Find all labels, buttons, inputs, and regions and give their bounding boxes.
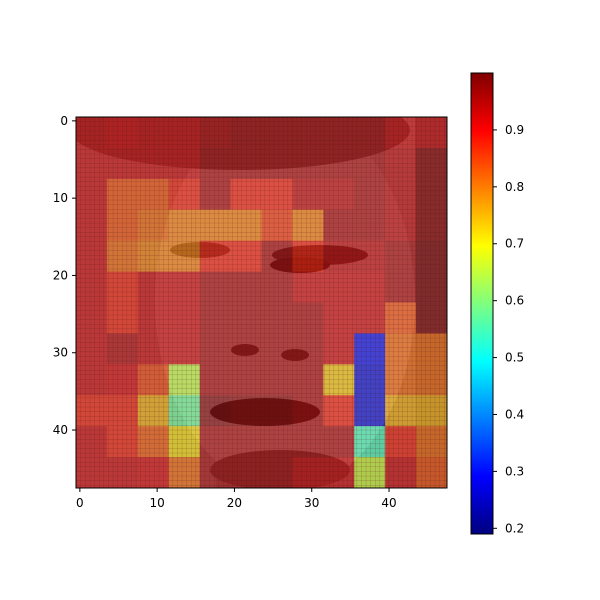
x-axis-ticks: 0 10 20 30 40 [76, 488, 397, 510]
x-tick-label: 10 [150, 496, 165, 510]
colorbar-tick-label: 0.3 [505, 464, 524, 478]
plot-frame [75, 116, 448, 489]
x-tick-label: 0 [76, 496, 84, 510]
colorbar-tick-label: 0.5 [505, 351, 524, 365]
colorbar-tick-label: 0.8 [505, 180, 524, 194]
y-axis-ticks: 0 10 20 30 40 [53, 114, 76, 437]
x-tick-label: 20 [227, 496, 242, 510]
colorbar [470, 72, 494, 535]
colorbar-tick-label: 0.4 [505, 407, 524, 421]
colorbar-tick-label: 0.9 [505, 123, 524, 137]
colorbar-tick-label: 0.6 [505, 294, 524, 308]
colorbar-tick-label: 0.7 [505, 237, 524, 251]
y-tick-label: 0 [60, 114, 68, 128]
colorbar-ticks: 0.2 0.3 0.4 0.5 0.6 0.7 0.8 0.9 [493, 123, 524, 535]
y-tick-label: 10 [53, 191, 68, 205]
x-tick-label: 40 [381, 496, 396, 510]
pixel-grid [76, 117, 447, 488]
y-tick-label: 30 [53, 346, 68, 360]
x-tick-label: 30 [304, 496, 319, 510]
y-tick-label: 20 [53, 268, 68, 282]
colorbar-tick-label: 0.2 [505, 521, 524, 535]
y-tick-label: 40 [53, 423, 68, 437]
